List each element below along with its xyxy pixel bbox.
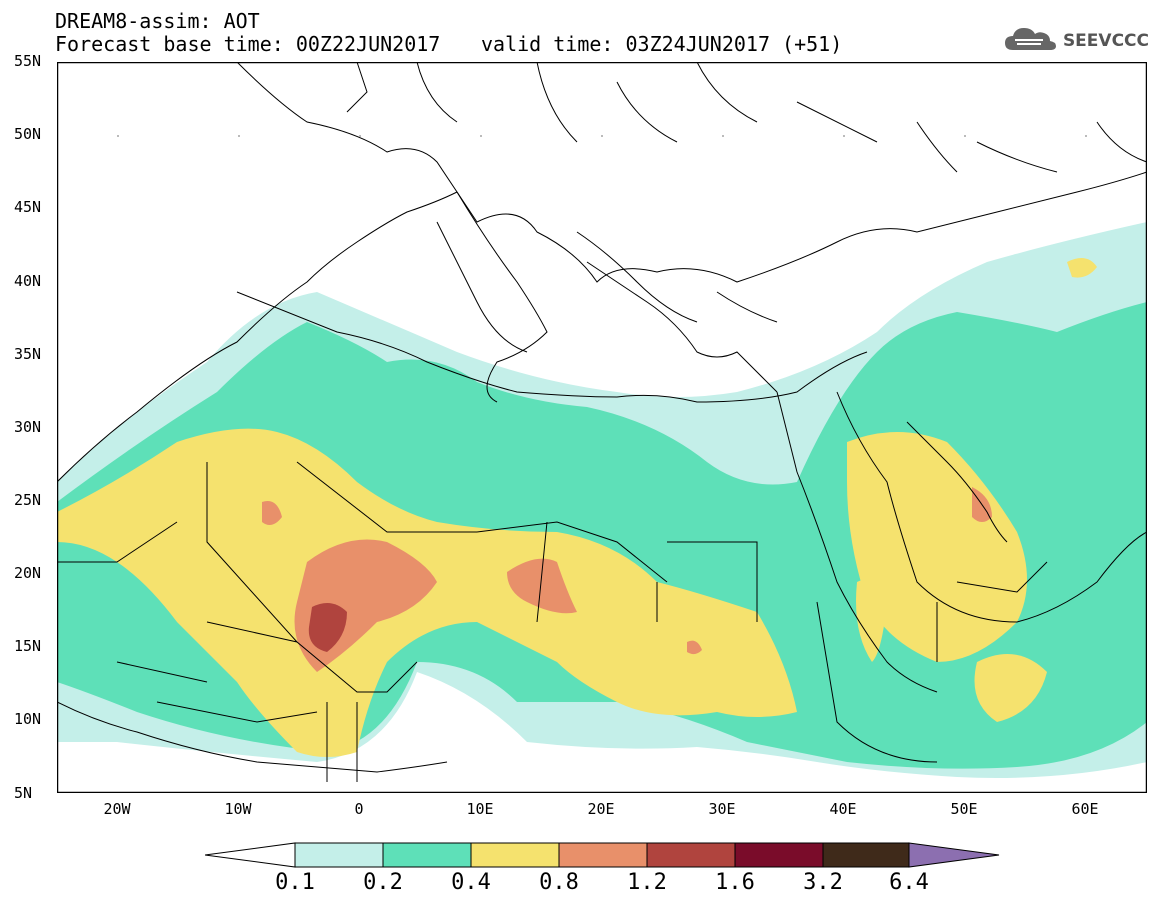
colorbar-label: 0.4: [451, 870, 491, 895]
graticule-row-50n: [117, 135, 1087, 137]
lon-label: 20W: [103, 800, 131, 818]
colorbar-bin: [646, 842, 736, 868]
lat-label: 30N: [14, 418, 42, 436]
lat-label: 10N: [14, 710, 42, 728]
logo-text: SEEVCCC: [1062, 31, 1149, 51]
lon-label: 40E: [829, 800, 857, 818]
colorbar-label: 6.4: [889, 870, 929, 895]
lat-label: 15N: [14, 637, 42, 655]
colorbar-bin: [822, 842, 910, 868]
aot-map: [56, 61, 1148, 794]
colorbar: [204, 840, 1000, 870]
colorbar-bin: [734, 842, 824, 868]
map-frame: [56, 61, 1148, 794]
graticule: [117, 135, 1087, 137]
lat-label: 25N: [14, 491, 42, 509]
colorbar-label: 0.8: [539, 870, 579, 895]
colorbar-label: 0.2: [363, 870, 403, 895]
map-canvas: [56, 61, 1148, 794]
chart-title: DREAM8-assim: AOT: [55, 9, 260, 33]
colorbar-max-arrow: [908, 842, 1000, 868]
lon-label: 50E: [950, 800, 978, 818]
colorbar-bin: [294, 842, 384, 868]
colorbar-bin: [558, 842, 648, 868]
lat-label: 20N: [14, 564, 42, 582]
aot-contours: [57, 222, 1147, 778]
lat-label: 55N: [14, 52, 42, 70]
valid-time: valid time: 03Z24JUN2017 (+51): [481, 32, 843, 56]
coastlines: [56, 191, 1008, 773]
lat-label: 5N: [14, 784, 33, 802]
lon-label: 30E: [708, 800, 736, 818]
lat-label: 50N: [14, 125, 42, 143]
colorbar-bin: [382, 842, 472, 868]
lon-label: 60E: [1071, 800, 1099, 818]
lon-label: 10W: [224, 800, 252, 818]
lon-label: 0: [354, 800, 364, 818]
colorbar-min-arrow: [204, 842, 296, 868]
colorbar-label: 3.2: [803, 870, 843, 895]
colorbar-svg: [204, 842, 1000, 868]
lat-label: 45N: [14, 198, 42, 216]
lon-label: 10E: [466, 800, 494, 818]
lon-label: 20E: [587, 800, 615, 818]
country-borders: [57, 62, 1147, 782]
colorbar-bin: [470, 842, 560, 868]
lat-label: 40N: [14, 272, 42, 290]
lat-label: 35N: [14, 345, 42, 363]
colorbar-label: 1.6: [715, 870, 755, 895]
colorbar-label: 1.2: [627, 870, 667, 895]
cloud-icon: [1003, 24, 1059, 58]
forecast-base-time: Forecast base time: 00Z22JUN2017: [55, 32, 441, 56]
seevccc-logo: SEEVCCC: [1003, 24, 1149, 58]
colorbar-label: 0.1: [275, 870, 315, 895]
